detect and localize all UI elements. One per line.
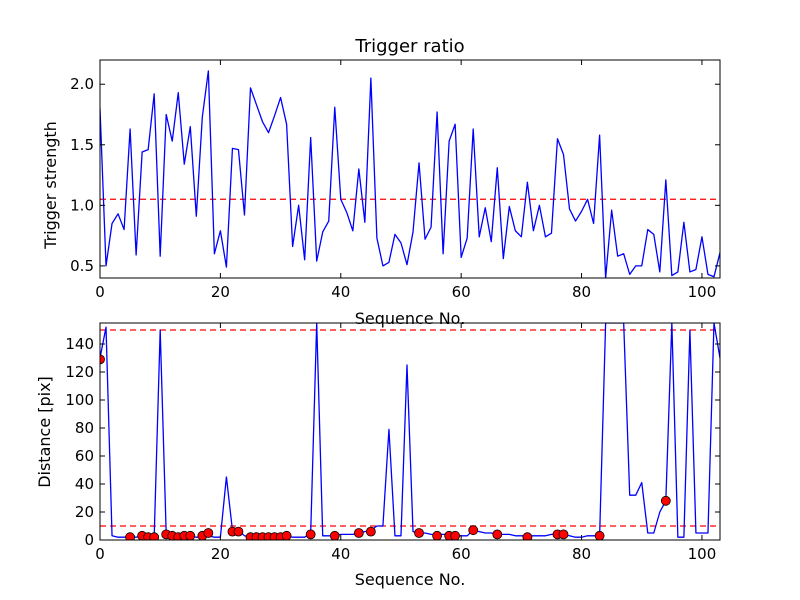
top-y-tick-label: 1.0	[70, 196, 94, 214]
bottom-marker-point	[492, 529, 503, 540]
bottom-y-tick-label: 100	[65, 391, 94, 409]
bottom-x-tick-label: 100	[688, 545, 717, 563]
bottom-marker-point	[522, 532, 533, 540]
bottom-marker-point	[660, 495, 671, 506]
top-series-line-0	[100, 70, 720, 278]
bottom-marker-point	[365, 526, 376, 537]
bottom-marker-point	[149, 532, 160, 540]
bottom-marker-point	[305, 529, 316, 540]
distance-plot-area: 0 20 40 60 80 100 0 20 40 60 80 100 120 140	[65, 322, 721, 563]
top-frame	[99, 59, 721, 279]
bottom-y-axis-label: Distance [pix]	[35, 376, 54, 488]
bottom-x-tick-label: 80	[572, 545, 591, 563]
bottom-marker-point	[125, 532, 135, 540]
top-y-axis-label: Trigger strength	[41, 121, 60, 250]
top-x-tick-label: 60	[452, 283, 471, 301]
bottom-y-tick-label: 0	[84, 531, 94, 549]
trigger-ratio-plot-area: 0 20 40 60 80 100 0.5 1.0 1.5 2.0	[70, 59, 721, 301]
top-x-tick-label: 20	[211, 283, 230, 301]
bottom-x-tick-label: 60	[452, 545, 471, 563]
bottom-marker-point	[414, 528, 424, 538]
top-clipped-content	[100, 70, 720, 278]
bottom-y-tick-label: 20	[75, 503, 94, 521]
bottom-marker-point	[203, 528, 214, 538]
top-x-axis-label: Sequence No.	[355, 309, 466, 328]
bottom-marker-point	[468, 525, 479, 536]
top-y-tick-label: 2.0	[70, 75, 94, 93]
bottom-x-tick-label: 0	[95, 545, 105, 563]
bottom-marker-point	[594, 530, 605, 540]
bottom-marker-point	[100, 354, 105, 365]
bottom-y-tick-label: 140	[65, 335, 94, 353]
bottom-x-axis-label: Sequence No.	[355, 570, 466, 589]
bottom-clipped-content	[100, 323, 720, 540]
top-x-tick-label: 0	[95, 283, 105, 301]
bottom-marker-point	[329, 530, 340, 540]
bottom-marker-point	[281, 530, 292, 540]
bottom-y-tick-label: 80	[75, 419, 94, 437]
bottom-marker-point	[450, 530, 461, 540]
chart-title: Trigger ratio	[354, 36, 464, 57]
bottom-marker-point	[432, 530, 442, 540]
top-x-tick-label: 80	[572, 283, 591, 301]
bottom-marker-point	[185, 530, 196, 540]
bottom-marker-point	[353, 528, 364, 538]
bottom-y-tick-label: 60	[75, 447, 94, 465]
bottom-x-tick-label: 20	[211, 545, 230, 563]
bottom-y-tick-label: 40	[75, 475, 94, 493]
top-x-tick-label: 40	[331, 283, 350, 301]
top-y-tick-label: 1.5	[70, 136, 94, 154]
bottom-marker-point	[558, 529, 569, 540]
bottom-marker-point	[233, 526, 244, 537]
top-x-tick-label: 100	[688, 283, 717, 301]
top-y-tick-label: 0.5	[70, 257, 94, 275]
bottom-y-tick-label: 120	[65, 363, 94, 381]
bottom-x-tick-label: 40	[331, 545, 350, 563]
distance-axes: 0 20 40 60 80 100 0 20 40 60 80 100 120 140 Sequence …	[35, 322, 721, 589]
bottom-frame	[99, 322, 721, 541]
